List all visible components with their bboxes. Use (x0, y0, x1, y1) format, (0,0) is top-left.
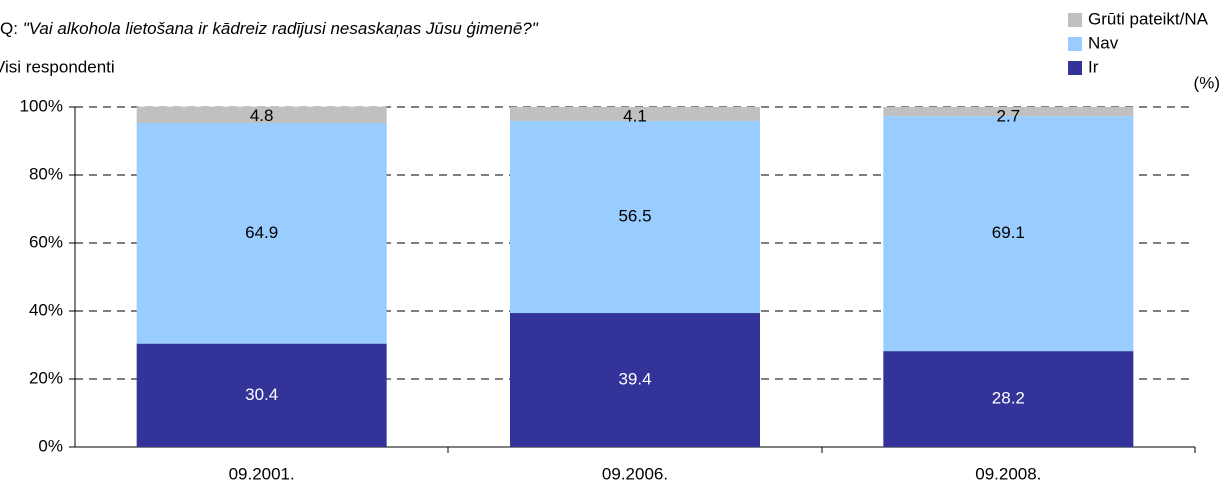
bar-segment (136, 106, 387, 123)
data-label: 39.4 (618, 370, 651, 389)
bar-segment (136, 122, 387, 344)
question: Q: "Vai alkohola lietošana ir kādreiz ra… (0, 19, 539, 38)
bar-segment (883, 116, 1134, 352)
subtitle: Visi respondenti (0, 57, 115, 76)
bar-segment (510, 120, 760, 314)
bar-segment (136, 343, 387, 447)
legend-label: Grūti pateikt/NA (1088, 9, 1209, 28)
unit-label: (%) (1194, 73, 1220, 92)
y-tick-label: 40% (29, 300, 63, 319)
y-tick-label: 100% (20, 96, 63, 115)
bar-segment (883, 351, 1134, 447)
data-label: 64.9 (245, 223, 278, 242)
y-tick-label: 80% (29, 164, 63, 183)
y-tick-label: 60% (29, 232, 63, 251)
x-tick-label: 09.2006. (602, 464, 668, 483)
data-label: 69.1 (992, 223, 1025, 242)
bar-segment (510, 107, 760, 121)
legend-swatch (1068, 61, 1082, 75)
data-label: 2.7 (997, 106, 1021, 125)
data-label: 28.2 (992, 389, 1025, 408)
x-tick-label: 09.2008. (975, 464, 1041, 483)
legend-label: Nav (1088, 33, 1119, 52)
x-tick-label: 09.2001. (229, 464, 295, 483)
question-prefix: Q: (0, 19, 18, 38)
data-label: 4.8 (250, 106, 274, 125)
data-label: 56.5 (618, 206, 651, 225)
y-tick-label: 20% (29, 368, 63, 387)
data-label: 30.4 (245, 385, 278, 404)
question-text: "Vai alkohola lietošana ir kādreiz radīj… (23, 19, 539, 38)
legend-swatch (1068, 13, 1082, 27)
bar-segment (510, 313, 760, 447)
legend-label: Ir (1088, 57, 1099, 76)
bar-segment (883, 107, 1134, 117)
data-label: 4.1 (623, 106, 647, 125)
legend-swatch (1068, 37, 1082, 51)
y-tick-label: 0% (38, 436, 63, 455)
